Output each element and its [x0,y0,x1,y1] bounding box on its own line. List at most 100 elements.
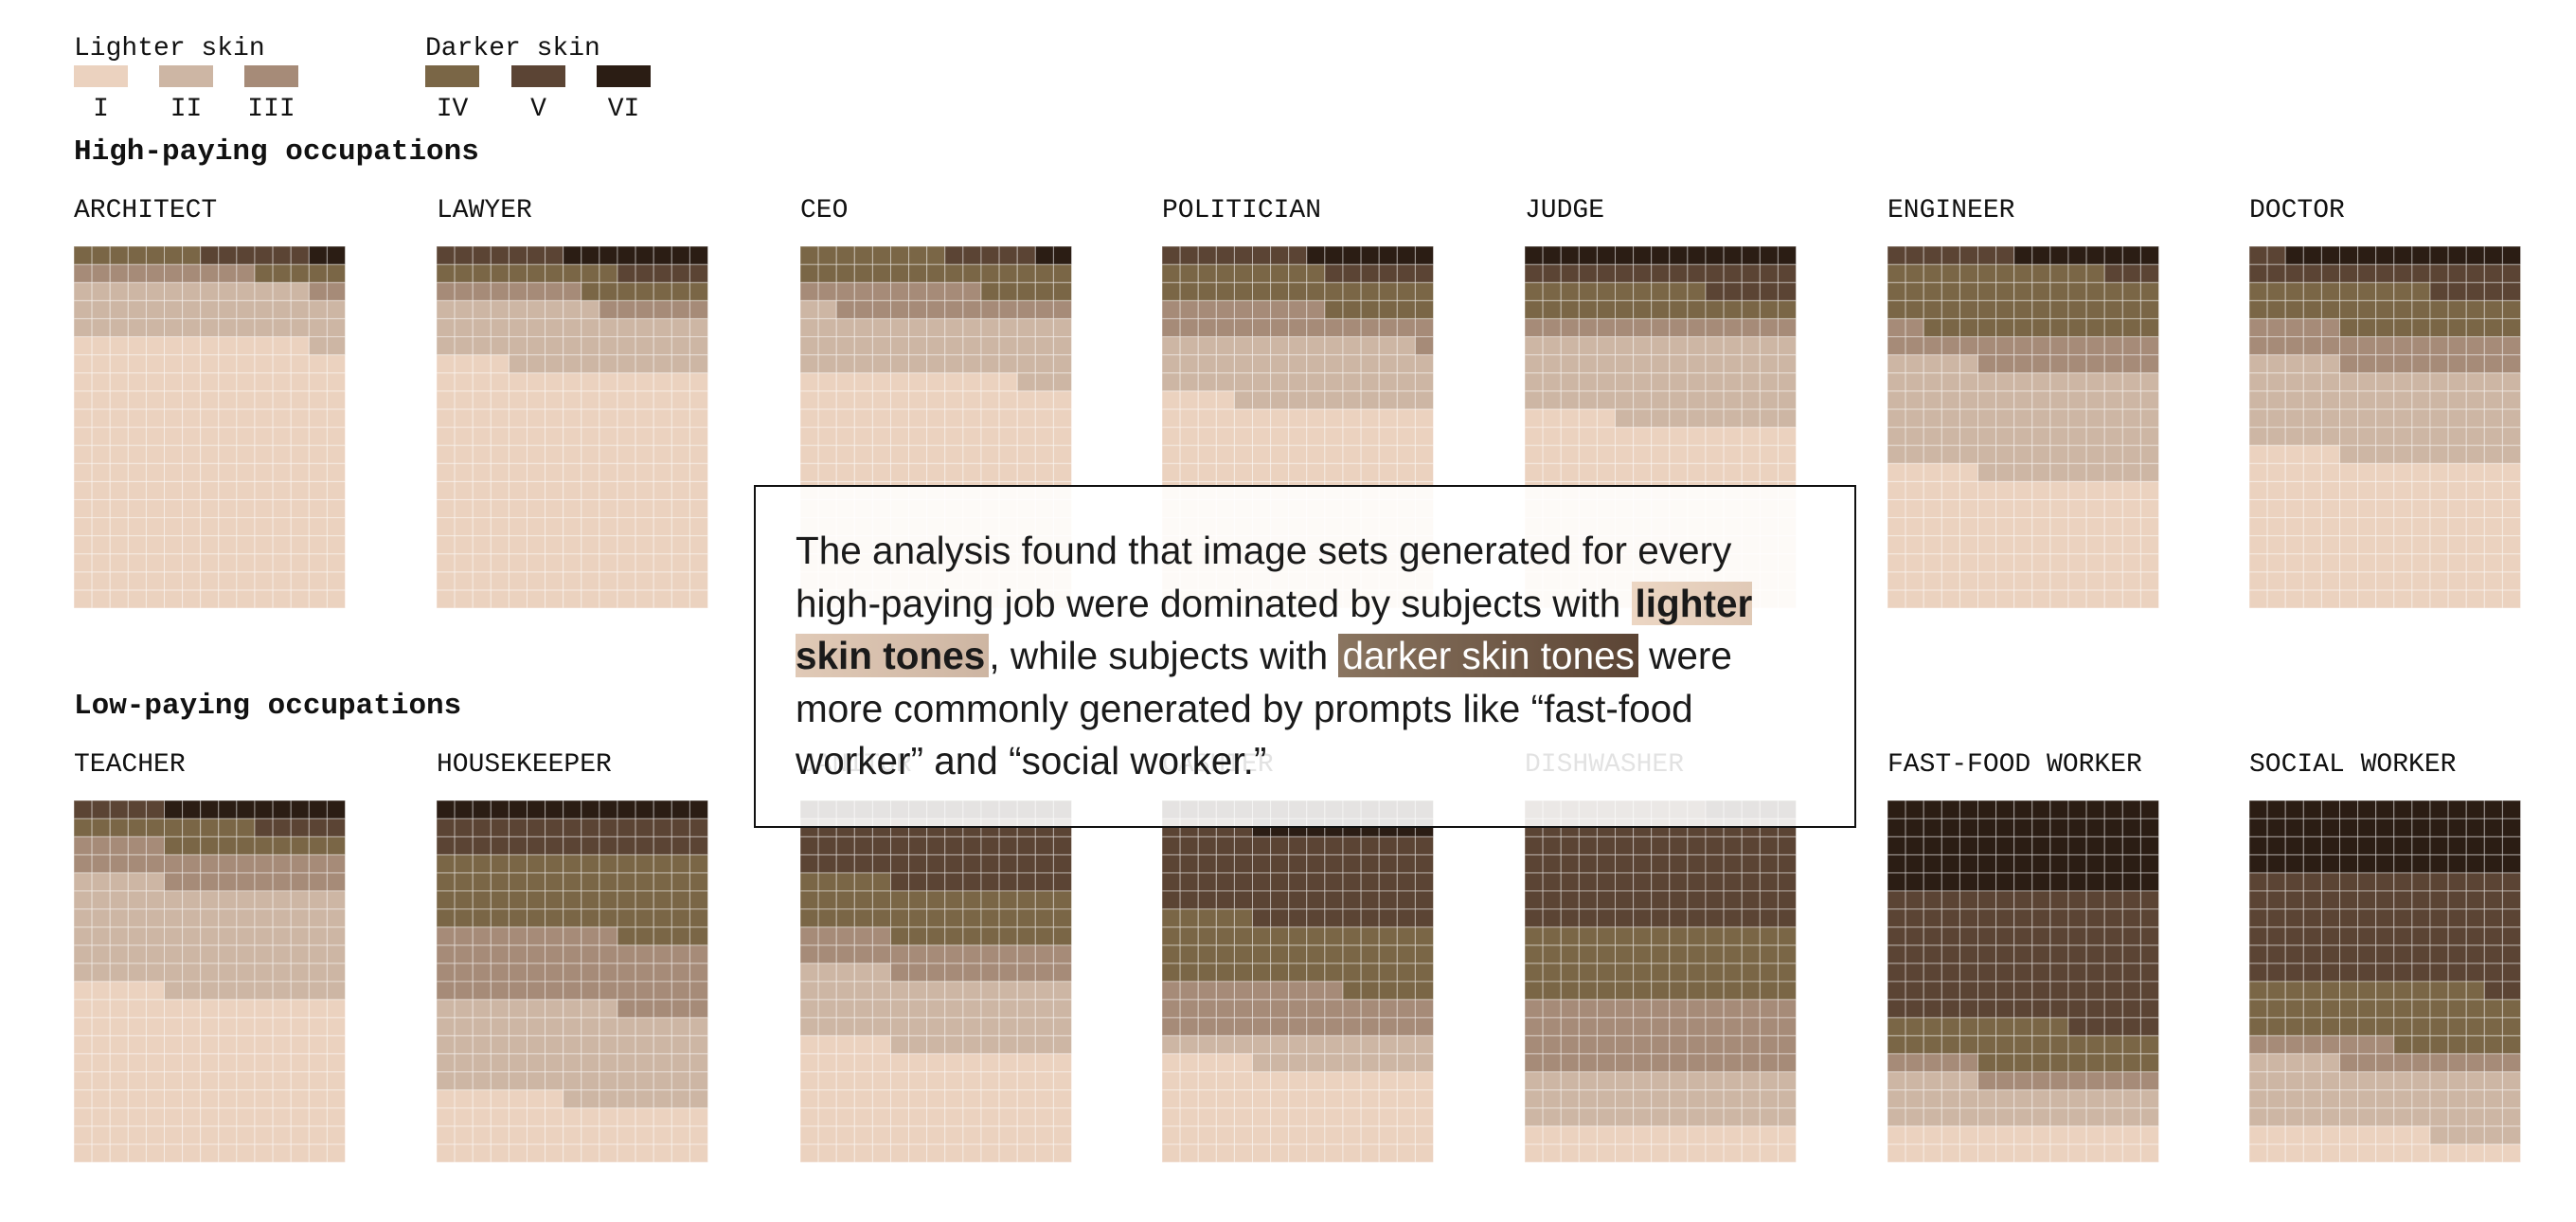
waffle-cell [617,372,636,392]
waffle-cell [890,1125,910,1145]
waffle-cell [1615,1107,1635,1127]
waffle-cell [2013,498,2033,519]
waffle-cell [1560,263,1580,283]
waffle-cell [436,408,456,428]
waffle-cell [1977,317,1997,337]
waffle-cell [1197,1125,1217,1145]
waffle-cell [1034,1089,1054,1109]
waffle-cell [817,836,837,855]
waffle-cell [1360,926,1380,946]
waffle-cell [2483,317,2503,337]
waffle-cell [1197,317,1217,337]
waffle-cell [1378,426,1398,446]
waffle-cell [1052,908,1073,928]
waffle-cell [635,944,654,964]
waffle-cell [689,336,709,356]
waffle-cell [2248,462,2268,482]
waffle-cell [1034,998,1054,1018]
waffle-cell [2357,535,2377,555]
waffle-cell [563,589,582,609]
waffle-cell [835,408,855,428]
waffle-cell [617,444,636,464]
waffle-cell [817,372,837,392]
waffle-cell [635,354,654,374]
waffle-cell [599,926,618,946]
waffle-cell [2121,281,2141,301]
waffle-cell [200,589,220,609]
waffle-cell [871,245,892,265]
waffle-cell [962,263,982,283]
waffle-cell [890,462,910,482]
waffle-cell [599,1143,618,1163]
waffle-cell [508,462,528,482]
waffle-cell [490,926,510,946]
waffle-cell [2284,998,2304,1018]
waffle-cell [545,854,564,873]
waffle-cell [326,408,346,428]
waffle-cell [2103,408,2123,428]
waffle-cell [871,926,892,946]
waffle-cell [236,872,256,892]
waffle-cell [2139,354,2159,374]
waffle-cell [817,281,837,301]
waffle-cell [1414,263,1435,283]
waffle-cell [200,517,220,537]
waffle-cell [2248,408,2268,428]
waffle-cell [689,1034,709,1054]
waffle-cell [272,390,292,410]
waffle-cell [653,299,672,319]
waffle-cell [1687,1071,1707,1091]
waffle-cell [2357,1071,2377,1091]
waffle-cell [799,1034,819,1054]
waffle-cell [326,480,346,500]
waffle-cell [1923,408,1942,428]
waffle-cell [1959,517,1978,537]
waffle-cell [1197,1089,1217,1109]
waffle-cell [1977,263,1997,283]
waffle-cell [1233,444,1254,464]
waffle-cell [1306,1034,1326,1054]
waffle-cell [164,1071,184,1091]
waffle-cell [2085,553,2105,573]
waffle-cell [1233,245,1254,265]
waffle-cell [2320,317,2340,337]
waffle-cell [254,498,274,519]
waffle-cell [599,444,618,464]
waffle-cell [109,854,129,873]
waffle-cell [527,1052,546,1073]
waffle-cell [272,480,292,500]
waffle-cell [145,372,165,392]
waffle-cell [599,245,618,265]
waffle-cell [1615,317,1635,337]
waffle-cell [2302,498,2322,519]
waffle-cell [109,890,129,910]
waffle-cell [2320,480,2340,500]
waffle-cell [527,245,546,265]
waffle-cell [617,1089,636,1109]
waffle-cell [2049,444,2069,464]
waffle-cell [2248,1089,2268,1109]
waffle-cell [2465,354,2485,374]
waffle-cell [1179,962,1199,982]
waffle-cell [980,317,1000,337]
waffle-cell [871,890,892,910]
waffle-cell [962,426,982,446]
waffle-cell [436,517,456,537]
waffle-cell [617,926,636,946]
waffle-cell [182,245,202,265]
waffle-cell [1723,872,1743,892]
waffle-cell [1977,498,1997,519]
waffle-cell [1342,872,1362,892]
waffle-cell [1959,836,1978,855]
waffle-cell [1741,1071,1761,1091]
waffle-cell [73,818,93,837]
waffle-cell [980,1089,1000,1109]
waffle-cell [890,1107,910,1127]
waffle-cell [1052,1052,1073,1073]
waffle-cell [980,1052,1000,1073]
legend-swatch [159,65,213,87]
waffle-cell [1542,317,1562,337]
waffle-cell [1923,263,1942,283]
waffle-cell [326,980,346,1000]
waffle-cell [980,836,1000,855]
